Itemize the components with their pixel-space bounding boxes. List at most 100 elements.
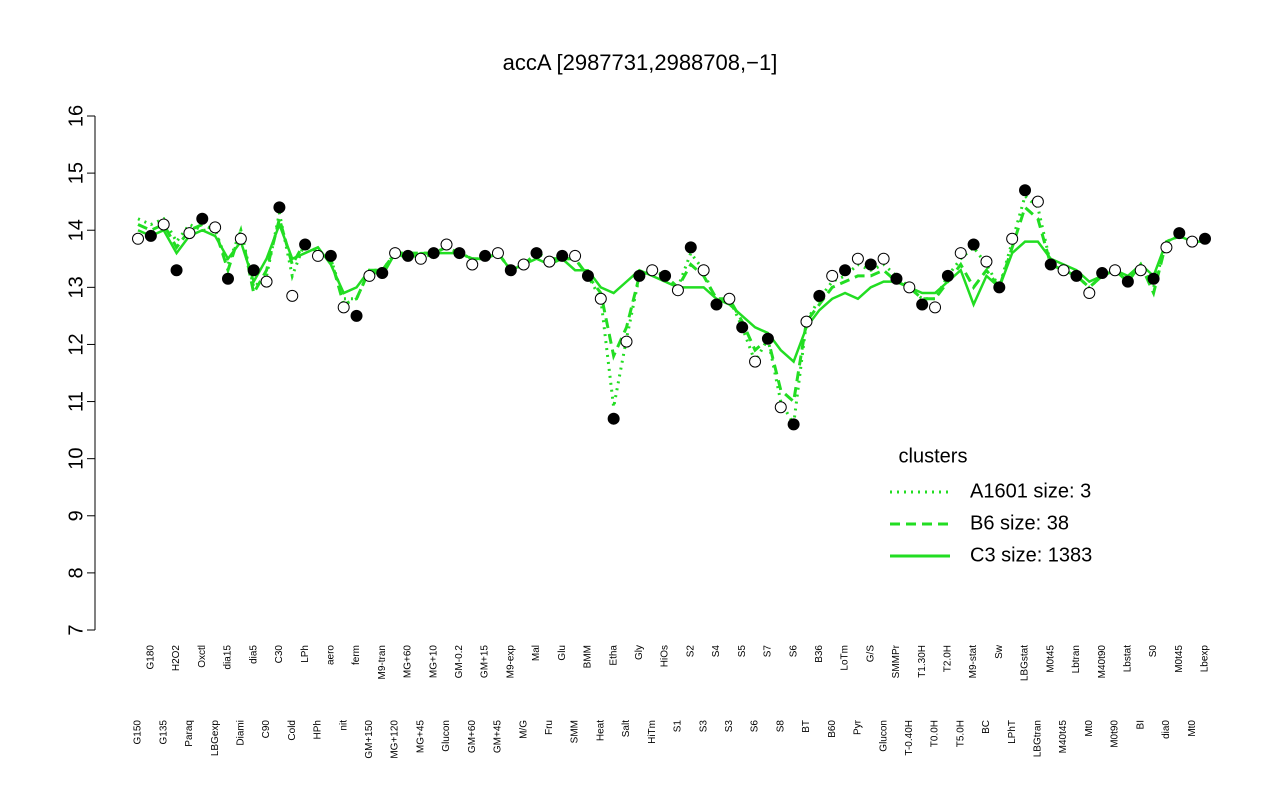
x-tick-label: HiTm: [647, 720, 658, 744]
x-tick-label: LPhT: [1007, 720, 1018, 744]
data-point: [491, 247, 504, 260]
data-point: [311, 249, 324, 262]
data-point: [851, 252, 864, 265]
x-tick-label: LoTm: [840, 645, 851, 671]
data-point: [389, 247, 402, 260]
data-point: [1096, 267, 1109, 280]
x-tick-label: Glucon: [878, 720, 889, 752]
x-tick-label: B60: [827, 720, 838, 738]
x-tick-label: LPh: [300, 645, 311, 663]
data-point: [132, 232, 144, 245]
data-point: [787, 418, 800, 431]
x-tick-label: Oxctl: [197, 645, 208, 668]
x-tick-label: Etha: [608, 645, 619, 666]
x-tick-label: Mt0: [1084, 720, 1095, 737]
x-tick-label: M9-exp: [505, 645, 516, 679]
y-tick-label: 10: [65, 448, 87, 470]
x-tick-label: Pyr: [853, 719, 864, 735]
y-tick-label: 15: [65, 162, 87, 184]
x-tick-label: T2.0H: [943, 645, 954, 672]
x-tick-label: Diami: [235, 720, 246, 746]
x-tick-label: S6: [788, 645, 799, 658]
x-tick-label: C30: [274, 645, 285, 664]
data-point: [980, 255, 993, 268]
data-point: [479, 249, 492, 262]
x-tick-label: H2O2: [171, 645, 182, 672]
x-tick-label: M9-tran: [377, 645, 388, 679]
data-point: [813, 289, 826, 302]
chart-title: accA [2987731,2988708,−1]: [503, 50, 778, 75]
x-tick-label: Fru: [544, 720, 555, 735]
data-point: [1147, 272, 1160, 285]
data-point: [800, 315, 813, 328]
x-tick-label: S4: [711, 645, 722, 658]
data-point: [1186, 235, 1199, 248]
data-point: [877, 252, 890, 265]
x-tick-label: LBGstat: [1020, 645, 1031, 681]
x-tick-label: Glucon: [441, 720, 452, 752]
data-point: [671, 284, 684, 297]
x-tick-label: C90: [261, 720, 272, 739]
cluster-line: [137, 220, 1205, 364]
data-point: [1173, 227, 1186, 240]
data-point: [607, 412, 620, 425]
data-point: [684, 241, 697, 254]
x-tick-label: M0t45: [1045, 645, 1056, 673]
data-point: [967, 238, 980, 251]
data-point: [620, 335, 633, 348]
cluster-line: [137, 193, 1205, 430]
y-tick-label: 14: [65, 219, 87, 241]
data-point: [504, 264, 517, 277]
x-tick-label: SMMPr: [891, 644, 902, 678]
x-tick-label: Sw: [994, 644, 1005, 659]
x-tick-label: GM-0.2: [454, 645, 465, 679]
data-point: [556, 249, 569, 262]
x-tick-label: SMM: [570, 720, 581, 743]
data-point: [517, 258, 530, 271]
y-tick-label: 7: [65, 624, 87, 635]
x-tick-label: G180: [145, 645, 156, 670]
x-tick-label: Salt: [621, 720, 632, 737]
data-point: [170, 264, 183, 277]
data-point: [376, 267, 389, 280]
data-point: [543, 255, 556, 268]
x-tick-label: GM+45: [493, 720, 504, 754]
x-tick-label: S5: [737, 645, 748, 658]
data-point: [941, 269, 954, 282]
x-tick-label: G/S: [865, 645, 876, 663]
x-tick-label: T5.0H: [955, 720, 966, 747]
data-point: [350, 309, 363, 322]
data-point: [453, 247, 466, 260]
data-point: [144, 229, 157, 242]
data-point: [247, 264, 260, 277]
x-tick-label: S3: [698, 720, 709, 733]
data-point: [736, 321, 749, 334]
x-tick-label: MG+60: [403, 645, 414, 679]
data-point: [1006, 232, 1019, 245]
data-point: [839, 264, 852, 277]
x-tick-label: Lbexp: [1200, 645, 1211, 673]
data-point: [864, 258, 877, 271]
legend-title: clusters: [899, 445, 968, 467]
x-tick-label: aero: [325, 645, 336, 665]
x-tick-label: M40t90: [1097, 645, 1108, 679]
x-tick-label: HiOs: [660, 645, 671, 667]
data-point: [363, 269, 376, 282]
x-tick-label: ferm: [351, 645, 362, 665]
data-point: [196, 212, 209, 225]
x-tick-label: Mt0: [1187, 720, 1198, 737]
data-point: [581, 269, 594, 282]
data-point: [659, 269, 672, 282]
y-tick-label: 16: [65, 105, 87, 127]
data-point: [414, 252, 427, 265]
x-tick-label: Mal: [531, 645, 542, 661]
legend-label: C3 size: 1383: [970, 544, 1092, 566]
y-tick-label: 13: [65, 276, 87, 298]
x-tick-label: HPh: [313, 720, 324, 739]
x-tick-label: S8: [775, 720, 786, 733]
data-point: [916, 298, 929, 311]
data-point: [299, 238, 312, 251]
x-tick-label: G150: [133, 720, 144, 745]
data-point: [1070, 269, 1083, 282]
data-point: [1109, 264, 1122, 277]
